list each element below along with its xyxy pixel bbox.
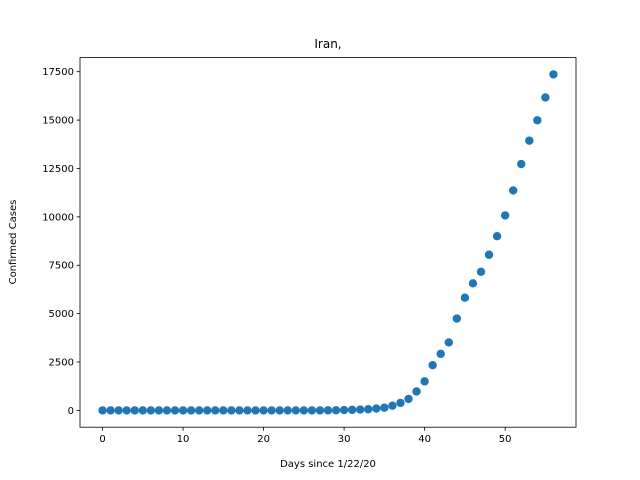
y-tick-label: 10000 — [42, 212, 74, 223]
point — [146, 406, 156, 415]
point — [251, 406, 260, 415]
y-tick-label: 12500 — [42, 164, 74, 175]
x-tick-label: 30 — [338, 434, 351, 445]
point — [476, 267, 486, 277]
point — [162, 406, 172, 415]
y-tick-label: 7500 — [49, 261, 74, 272]
point — [235, 406, 244, 415]
point — [500, 211, 510, 220]
point — [525, 136, 534, 145]
point — [420, 377, 429, 386]
x-axis-label: Days since 1/22/20 — [280, 459, 376, 470]
point — [186, 406, 196, 415]
y-tick-label: 0 — [68, 406, 74, 417]
y-tick-label: 5000 — [49, 309, 74, 320]
point — [372, 404, 381, 413]
point — [194, 406, 204, 415]
point — [339, 405, 349, 415]
point — [219, 406, 228, 415]
x-tick-label: 10 — [177, 434, 190, 445]
point — [508, 186, 518, 195]
point — [275, 406, 284, 415]
point — [299, 406, 309, 415]
chart-title: Iran, — [314, 37, 341, 51]
x-tick-label: 50 — [499, 434, 512, 445]
y-tick-label: 2500 — [49, 358, 74, 369]
point — [211, 406, 220, 415]
point — [517, 159, 526, 169]
point — [492, 232, 502, 241]
point — [98, 406, 107, 415]
point — [396, 398, 405, 408]
point — [533, 116, 542, 125]
point — [356, 405, 365, 414]
y-tick-label: 17500 — [42, 67, 74, 78]
point — [259, 406, 268, 415]
plot-frame — [79, 57, 577, 428]
point — [323, 406, 333, 415]
point — [412, 387, 421, 396]
point — [444, 338, 453, 347]
y-axis-label: Confirmed Cases — [8, 200, 19, 285]
point — [227, 406, 236, 415]
point — [283, 406, 292, 415]
point — [307, 406, 317, 415]
point — [291, 406, 300, 415]
y-tick-label: 15000 — [42, 116, 74, 127]
point — [452, 314, 462, 323]
x-tick-label: 0 — [99, 434, 105, 445]
point — [428, 360, 437, 370]
point — [203, 406, 212, 415]
point — [364, 405, 373, 414]
point — [460, 293, 470, 302]
point — [243, 406, 252, 415]
point — [347, 405, 357, 415]
point — [106, 406, 115, 415]
point — [388, 401, 397, 410]
point — [549, 70, 558, 79]
point — [541, 93, 550, 102]
point — [138, 406, 148, 415]
point — [170, 406, 180, 415]
x-tick-label: 20 — [257, 434, 270, 445]
point — [484, 250, 494, 259]
x-tick-label: 40 — [418, 434, 431, 445]
point — [178, 406, 188, 415]
point — [130, 406, 139, 415]
point — [267, 406, 276, 415]
point — [331, 406, 341, 415]
point — [315, 406, 325, 415]
point — [380, 403, 389, 412]
point — [436, 349, 445, 359]
point — [154, 406, 164, 415]
point — [114, 406, 123, 415]
point — [404, 394, 413, 404]
point — [122, 406, 131, 415]
point — [468, 279, 478, 288]
